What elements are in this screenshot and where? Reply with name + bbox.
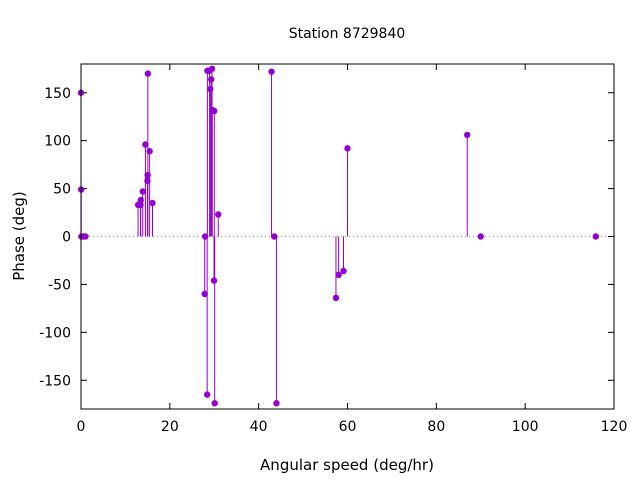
data-point	[201, 233, 209, 240]
data-point	[271, 233, 278, 240]
data-point	[207, 76, 215, 83]
data-point	[142, 141, 149, 148]
data-point	[201, 290, 208, 298]
y-tick-label: -150	[39, 373, 71, 389]
data-point	[207, 85, 214, 93]
data-point	[335, 271, 342, 279]
data-point	[268, 68, 275, 75]
y-tick-label: -50	[48, 277, 71, 293]
data-point	[211, 400, 218, 407]
y-tick-label: 100	[44, 134, 71, 150]
y-axis-label: Phase (deg)	[10, 191, 28, 281]
data-point	[203, 391, 211, 398]
data-point	[144, 70, 152, 77]
data-point	[332, 294, 340, 302]
data-point	[139, 188, 146, 195]
data-point	[464, 131, 471, 139]
data-points	[77, 65, 599, 407]
x-tick-label: 40	[250, 419, 268, 435]
data-point	[208, 65, 216, 72]
data-point	[137, 201, 144, 209]
x-tick-label: 80	[427, 419, 445, 435]
x-tick-label: 0	[77, 419, 86, 435]
x-tick-label: 60	[339, 419, 357, 435]
data-point	[344, 145, 351, 152]
data-point	[273, 400, 280, 407]
data-point	[340, 267, 347, 275]
x-tick-label: 100	[512, 419, 539, 435]
x-tick-label: 120	[601, 419, 628, 435]
x-tick-label: 20	[161, 419, 179, 435]
plot-frame	[80, 63, 615, 410]
chart-title: Station 8729840	[289, 26, 406, 42]
data-point	[144, 177, 151, 185]
data-point	[210, 277, 218, 284]
data-point	[146, 148, 153, 155]
data-point	[477, 233, 484, 240]
data-point	[82, 233, 89, 240]
data-point	[592, 233, 599, 240]
data-stems	[80, 68, 468, 404]
y-tick-label: 50	[53, 182, 71, 198]
y-axis: -150 -100 -50 0 50 100 150	[39, 86, 614, 389]
data-point	[211, 107, 218, 115]
data-point	[144, 171, 151, 179]
data-point	[137, 196, 144, 204]
y-tick-label: 150	[44, 86, 71, 102]
x-axis: 0 20 40 60 80 100 120	[77, 64, 628, 435]
data-point	[149, 199, 156, 207]
data-point	[215, 211, 222, 218]
y-tick-label: -100	[39, 325, 71, 341]
y-tick-label: 0	[62, 230, 71, 246]
x-axis-label: Angular speed (deg/hr)	[260, 456, 434, 474]
